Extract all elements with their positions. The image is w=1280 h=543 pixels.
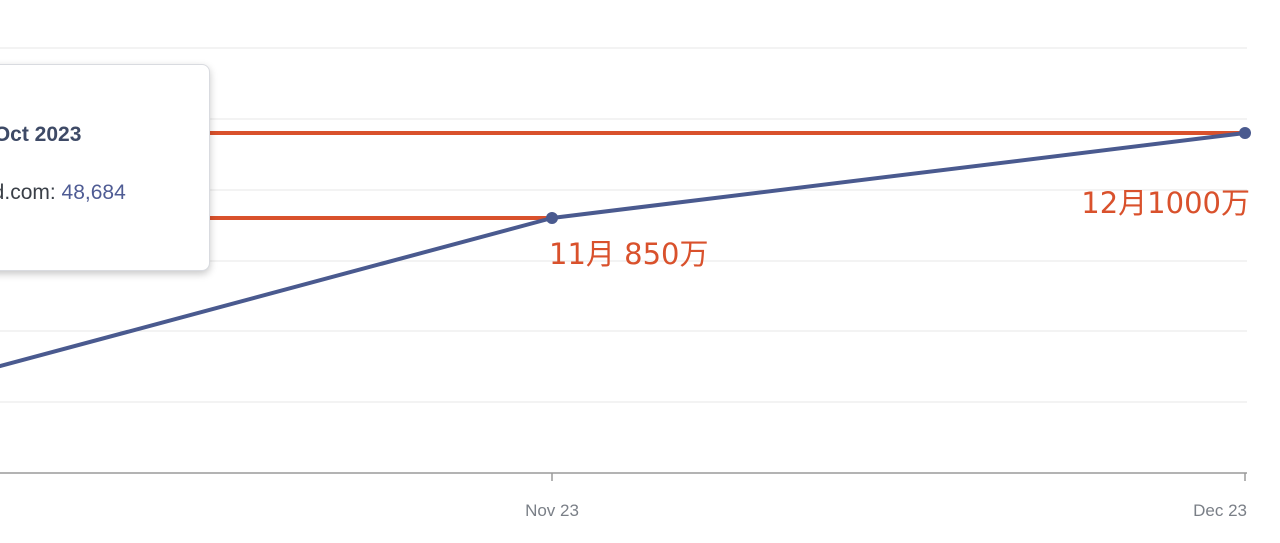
x-axis: Nov 23 Dec 23 bbox=[0, 473, 1247, 520]
x-tick-label: Nov 23 bbox=[525, 501, 579, 520]
annotation-label: 12月1000万 bbox=[1081, 186, 1250, 220]
data-point[interactable] bbox=[546, 212, 558, 224]
chart-tooltip: - Oct 2023 nd.com: 48,684 bbox=[0, 64, 210, 271]
x-tick-label: Dec 23 bbox=[1193, 501, 1247, 520]
tooltip-title: - Oct 2023 bbox=[0, 123, 211, 147]
tooltip-row: nd.com: 48,684 bbox=[0, 181, 211, 205]
annotation-labels: 11月 850万 12月1000万 bbox=[549, 186, 1250, 271]
data-point[interactable] bbox=[1239, 127, 1251, 139]
annotation-label: 11月 850万 bbox=[549, 237, 708, 271]
tooltip-row-value: 48,684 bbox=[62, 181, 126, 204]
tooltip-title-text: - Oct 2023 bbox=[0, 123, 81, 146]
tooltip-row-label: nd.com: bbox=[0, 181, 56, 204]
